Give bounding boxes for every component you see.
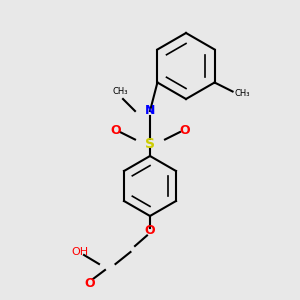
Text: O: O xyxy=(85,277,95,290)
Text: CH₃: CH₃ xyxy=(112,87,128,96)
Text: N: N xyxy=(145,104,155,118)
Text: O: O xyxy=(110,124,121,137)
Text: OH: OH xyxy=(71,247,88,257)
Text: O: O xyxy=(179,124,190,137)
Text: S: S xyxy=(145,137,155,151)
Text: O: O xyxy=(145,224,155,238)
Text: CH₃: CH₃ xyxy=(234,88,250,98)
